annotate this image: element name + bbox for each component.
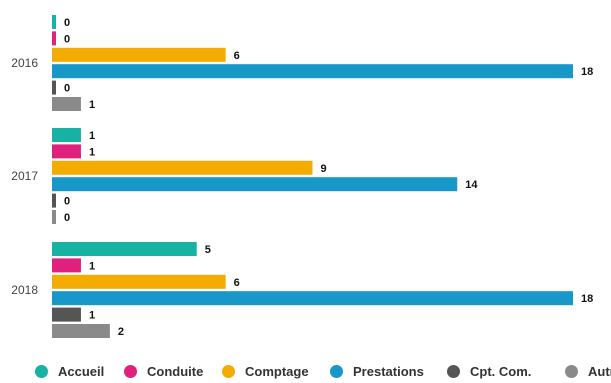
value-label-conduite-2016: 0: [64, 33, 70, 45]
value-label-autres-2018: 2: [118, 326, 124, 338]
legend-item-conduite: Conduite: [124, 364, 203, 379]
value-label-comptage-2016: 6: [234, 50, 240, 62]
bar-conduite-2018: [52, 258, 81, 273]
value-label-prestations-2017: 14: [465, 179, 478, 191]
value-label-comptage-2018: 6: [234, 277, 240, 289]
bar-prestations-2017: [52, 177, 458, 192]
legend-dot-icon: [124, 365, 137, 378]
value-label-autres-2016: 1: [89, 99, 95, 111]
bar-conduite-2016: [52, 31, 56, 46]
bar-accueil-2016: [52, 15, 56, 29]
bar-prestations-2018: [52, 291, 573, 306]
legend-dot-icon: [330, 365, 343, 378]
value-label-accueil-2016: 0: [64, 17, 70, 29]
bar-accueil-2018: [52, 242, 197, 256]
bar-prestations-2016: [52, 64, 573, 79]
legend-label: Cpt. Com.: [470, 364, 532, 379]
legend-dot-icon: [447, 365, 460, 378]
value-label-conduite-2017: 1: [89, 146, 95, 158]
legend-dot-icon: [222, 365, 235, 378]
bar-chart: 2016 0 0 6 18 0 1 2017 1 1 9 14 0 0 2018 5 1 6 18 1 2: [11, 15, 593, 338]
category-label-2016: 2016: [11, 56, 38, 70]
category-label-2017: 2017: [11, 169, 38, 183]
legend-item-cpt-com: Cpt. Com.: [447, 364, 531, 379]
value-label-prestations-2018: 18: [581, 293, 593, 305]
bar-comptage-2018: [52, 274, 226, 289]
value-label-autres-2017: 0: [64, 212, 70, 224]
legend-item-autres: Autres: [565, 364, 611, 379]
legend-label: Comptage: [245, 364, 309, 379]
value-label-comptage-2017: 9: [321, 163, 327, 175]
legend-dot-icon: [565, 365, 578, 378]
bar-cpt-com-2018: [52, 307, 81, 322]
bar-autres-2016: [52, 97, 81, 111]
legend-label: Conduite: [147, 364, 204, 379]
value-label-cpt-com-2017: 0: [64, 196, 70, 208]
legend-item-comptage: Comptage: [222, 364, 309, 379]
legend-label: Autres: [588, 364, 611, 379]
bar-cpt-com-2017: [52, 193, 56, 208]
bar-autres-2017: [52, 210, 56, 224]
bar-comptage-2017: [52, 160, 313, 175]
value-label-cpt-com-2018: 1: [89, 310, 95, 322]
bar-accueil-2017: [52, 128, 81, 142]
legend-dot-icon: [35, 365, 48, 378]
value-label-conduite-2018: 1: [89, 260, 95, 272]
chart-legend: Accueil Conduite Comptage Prestations Cpt. C…: [0, 364, 611, 383]
bar-cpt-com-2016: [52, 80, 56, 95]
legend-label: Accueil: [58, 364, 105, 379]
value-label-prestations-2016: 18: [581, 66, 593, 78]
value-label-accueil-2018: 5: [205, 244, 211, 256]
bar-comptage-2016: [52, 47, 226, 62]
legend-label: Prestations: [353, 364, 424, 379]
bar-conduite-2017: [52, 144, 81, 159]
value-label-accueil-2017: 1: [89, 130, 95, 142]
category-label-2018: 2018: [11, 283, 38, 297]
value-label-cpt-com-2016: 0: [64, 83, 70, 95]
bar-autres-2018: [52, 324, 110, 338]
legend-item-accueil: Accueil: [35, 364, 104, 379]
legend-item-prestations: Prestations: [330, 364, 424, 379]
